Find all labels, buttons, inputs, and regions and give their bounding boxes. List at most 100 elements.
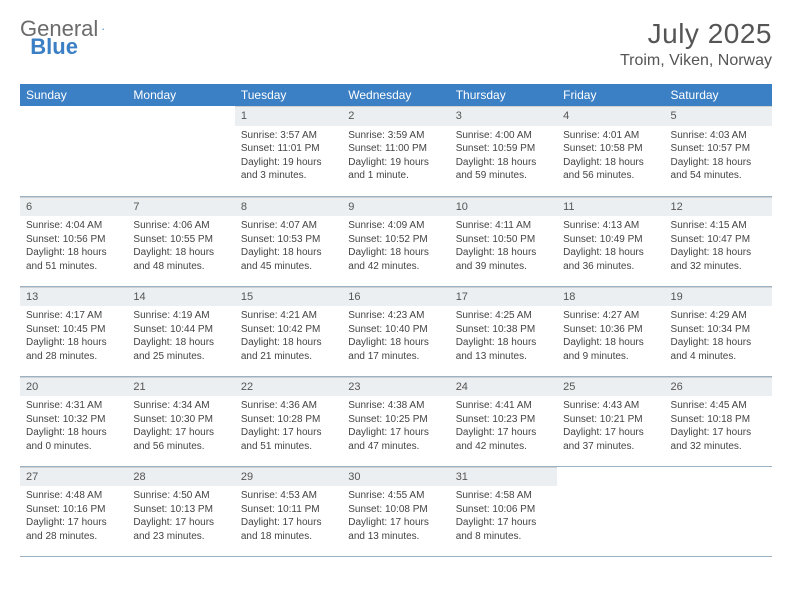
sunrise-text: Sunrise: 4:07 AM <box>241 219 336 233</box>
day-cell: 23Sunrise: 4:38 AMSunset: 10:25 PMDaylig… <box>342 376 449 466</box>
daylight-text: Daylight: 17 hours and 18 minutes. <box>241 516 336 543</box>
day-number: 21 <box>127 377 234 397</box>
sunrise-text: Sunrise: 4:13 AM <box>563 219 658 233</box>
day-cell: 6Sunrise: 4:04 AMSunset: 10:56 PMDayligh… <box>20 196 127 286</box>
daylight-text: Daylight: 17 hours and 42 minutes. <box>456 426 551 453</box>
sunset-text: Sunset: 10:47 PM <box>671 233 766 247</box>
day-body: Sunrise: 4:15 AMSunset: 10:47 PMDaylight… <box>665 216 772 277</box>
sunrise-text: Sunrise: 3:59 AM <box>348 129 443 143</box>
sunset-text: Sunset: 10:40 PM <box>348 323 443 337</box>
sunset-text: Sunset: 10:49 PM <box>563 233 658 247</box>
day-number: 29 <box>235 467 342 487</box>
sunset-text: Sunset: 10:08 PM <box>348 503 443 517</box>
day-number: 10 <box>450 197 557 217</box>
daylight-text: Daylight: 18 hours and 42 minutes. <box>348 246 443 273</box>
day-number: 2 <box>342 106 449 126</box>
daylight-text: Daylight: 19 hours and 3 minutes. <box>241 156 336 183</box>
day-cell <box>127 106 234 196</box>
day-number: 3 <box>450 106 557 126</box>
daylight-text: Daylight: 19 hours and 1 minute. <box>348 156 443 183</box>
daylight-text: Daylight: 17 hours and 28 minutes. <box>26 516 121 543</box>
day-cell: 3Sunrise: 4:00 AMSunset: 10:59 PMDayligh… <box>450 106 557 196</box>
sunset-text: Sunset: 10:18 PM <box>671 413 766 427</box>
weekday-header-row: Sunday Monday Tuesday Wednesday Thursday… <box>20 84 772 106</box>
day-cell: 18Sunrise: 4:27 AMSunset: 10:36 PMDaylig… <box>557 286 664 376</box>
day-body: Sunrise: 3:57 AMSunset: 11:01 PMDaylight… <box>235 126 342 187</box>
sunset-text: Sunset: 11:00 PM <box>348 142 443 156</box>
sunset-text: Sunset: 10:13 PM <box>133 503 228 517</box>
day-body: Sunrise: 4:48 AMSunset: 10:16 PMDaylight… <box>20 486 127 547</box>
daylight-text: Daylight: 18 hours and 0 minutes. <box>26 426 121 453</box>
day-body: Sunrise: 4:27 AMSunset: 10:36 PMDaylight… <box>557 306 664 367</box>
day-number: 28 <box>127 467 234 487</box>
month-title: July 2025 <box>620 18 772 50</box>
day-number: 6 <box>20 197 127 217</box>
day-cell: 11Sunrise: 4:13 AMSunset: 10:49 PMDaylig… <box>557 196 664 286</box>
sunrise-text: Sunrise: 3:57 AM <box>241 129 336 143</box>
day-cell: 16Sunrise: 4:23 AMSunset: 10:40 PMDaylig… <box>342 286 449 376</box>
sunrise-text: Sunrise: 4:01 AM <box>563 129 658 143</box>
day-cell: 17Sunrise: 4:25 AMSunset: 10:38 PMDaylig… <box>450 286 557 376</box>
day-number: 13 <box>20 287 127 307</box>
day-number: 15 <box>235 287 342 307</box>
sunrise-text: Sunrise: 4:53 AM <box>241 489 336 503</box>
day-body: Sunrise: 4:43 AMSunset: 10:21 PMDaylight… <box>557 396 664 457</box>
daylight-text: Daylight: 18 hours and 45 minutes. <box>241 246 336 273</box>
day-body: Sunrise: 4:04 AMSunset: 10:56 PMDaylight… <box>20 216 127 277</box>
daylight-text: Daylight: 18 hours and 4 minutes. <box>671 336 766 363</box>
day-number: 24 <box>450 377 557 397</box>
calendar-table: Sunday Monday Tuesday Wednesday Thursday… <box>20 84 772 557</box>
day-body: Sunrise: 4:06 AMSunset: 10:55 PMDaylight… <box>127 216 234 277</box>
sunrise-text: Sunrise: 4:17 AM <box>26 309 121 323</box>
sunrise-text: Sunrise: 4:21 AM <box>241 309 336 323</box>
day-cell: 9Sunrise: 4:09 AMSunset: 10:52 PMDayligh… <box>342 196 449 286</box>
weekday-header: Saturday <box>665 84 772 106</box>
sail-icon <box>102 19 104 39</box>
day-body: Sunrise: 3:59 AMSunset: 11:00 PMDaylight… <box>342 126 449 187</box>
day-body: Sunrise: 4:38 AMSunset: 10:25 PMDaylight… <box>342 396 449 457</box>
day-cell: 13Sunrise: 4:17 AMSunset: 10:45 PMDaylig… <box>20 286 127 376</box>
day-cell: 7Sunrise: 4:06 AMSunset: 10:55 PMDayligh… <box>127 196 234 286</box>
day-number: 17 <box>450 287 557 307</box>
weekday-header: Friday <box>557 84 664 106</box>
sunrise-text: Sunrise: 4:29 AM <box>671 309 766 323</box>
day-body: Sunrise: 4:07 AMSunset: 10:53 PMDaylight… <box>235 216 342 277</box>
day-cell: 4Sunrise: 4:01 AMSunset: 10:58 PMDayligh… <box>557 106 664 196</box>
day-number: 11 <box>557 197 664 217</box>
daylight-text: Daylight: 18 hours and 48 minutes. <box>133 246 228 273</box>
day-cell: 1Sunrise: 3:57 AMSunset: 11:01 PMDayligh… <box>235 106 342 196</box>
day-body: Sunrise: 4:00 AMSunset: 10:59 PMDaylight… <box>450 126 557 187</box>
sunrise-text: Sunrise: 4:36 AM <box>241 399 336 413</box>
day-cell: 21Sunrise: 4:34 AMSunset: 10:30 PMDaylig… <box>127 376 234 466</box>
day-body: Sunrise: 4:55 AMSunset: 10:08 PMDaylight… <box>342 486 449 547</box>
day-body: Sunrise: 4:58 AMSunset: 10:06 PMDaylight… <box>450 486 557 547</box>
day-number: 25 <box>557 377 664 397</box>
day-cell: 28Sunrise: 4:50 AMSunset: 10:13 PMDaylig… <box>127 466 234 556</box>
sunset-text: Sunset: 10:53 PM <box>241 233 336 247</box>
weekday-header: Tuesday <box>235 84 342 106</box>
day-number: 8 <box>235 197 342 217</box>
daylight-text: Daylight: 18 hours and 59 minutes. <box>456 156 551 183</box>
sunset-text: Sunset: 10:16 PM <box>26 503 121 517</box>
sunrise-text: Sunrise: 4:38 AM <box>348 399 443 413</box>
sunrise-text: Sunrise: 4:04 AM <box>26 219 121 233</box>
sunrise-text: Sunrise: 4:25 AM <box>456 309 551 323</box>
day-body: Sunrise: 4:41 AMSunset: 10:23 PMDaylight… <box>450 396 557 457</box>
sunrise-text: Sunrise: 4:48 AM <box>26 489 121 503</box>
daylight-text: Daylight: 18 hours and 9 minutes. <box>563 336 658 363</box>
daylight-text: Daylight: 17 hours and 23 minutes. <box>133 516 228 543</box>
weekday-header: Wednesday <box>342 84 449 106</box>
sunset-text: Sunset: 10:57 PM <box>671 142 766 156</box>
week-row: 13Sunrise: 4:17 AMSunset: 10:45 PMDaylig… <box>20 286 772 376</box>
day-body: Sunrise: 4:25 AMSunset: 10:38 PMDaylight… <box>450 306 557 367</box>
day-cell: 24Sunrise: 4:41 AMSunset: 10:23 PMDaylig… <box>450 376 557 466</box>
day-number: 23 <box>342 377 449 397</box>
daylight-text: Daylight: 18 hours and 25 minutes. <box>133 336 228 363</box>
daylight-text: Daylight: 17 hours and 37 minutes. <box>563 426 658 453</box>
title-block: July 2025 Troim, Viken, Norway <box>620 18 772 70</box>
sunset-text: Sunset: 10:23 PM <box>456 413 551 427</box>
day-cell: 27Sunrise: 4:48 AMSunset: 10:16 PMDaylig… <box>20 466 127 556</box>
sunrise-text: Sunrise: 4:11 AM <box>456 219 551 233</box>
weekday-header: Monday <box>127 84 234 106</box>
day-number: 22 <box>235 377 342 397</box>
